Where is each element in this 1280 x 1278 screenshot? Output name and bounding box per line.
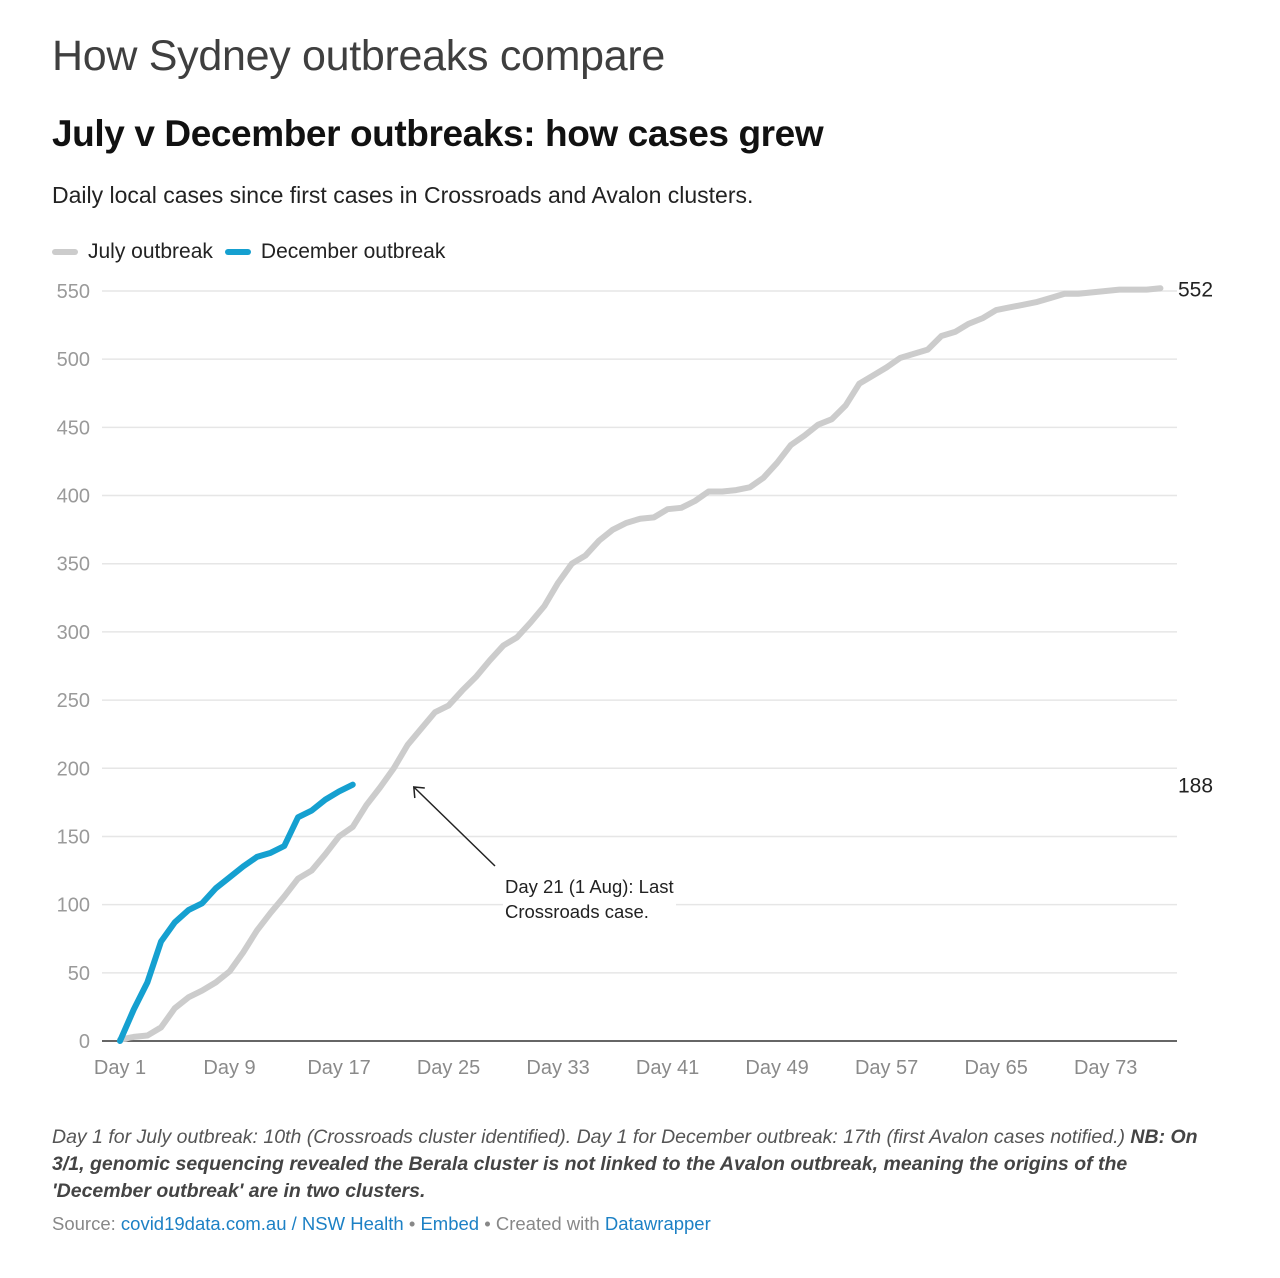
y-tick-label: 450: [57, 417, 90, 439]
legend-label-july: July outbreak: [88, 240, 213, 263]
y-tick-label: 550: [57, 281, 90, 303]
x-axis-ticks: Day 1 Day 9 Day 17 Day 25 Day 33 Day 41 Day 49…: [94, 1057, 1137, 1079]
x-tick-label: Day 73: [1074, 1057, 1137, 1079]
embed-link[interactable]: Embed: [420, 1213, 480, 1234]
legend-swatch-july: [52, 249, 78, 255]
annotation-text: Day 21 (1 Aug): Last Crossroads case.: [503, 874, 676, 924]
annotation-arrow-head: [412, 786, 425, 799]
series-lines: [117, 285, 1164, 1044]
x-tick-label: Day 17: [307, 1057, 370, 1079]
footer-source: Source: covid19data.com.au / NSW Health …: [52, 1213, 711, 1235]
series-line-july: [117, 285, 1164, 1043]
legend: July outbreak December outbreak: [52, 240, 457, 264]
x-tick-label: Day 9: [203, 1057, 255, 1079]
y-tick-label: 400: [57, 486, 90, 508]
annotation-arrow: [412, 786, 496, 867]
y-axis-ticks: 0 50 100 150 200 250 300 350 400 450 500 550: [57, 281, 90, 1053]
notes-italic: Day 1 for July outbreak: 10th (Crossroad…: [52, 1126, 1125, 1148]
x-tick-label: Day 65: [964, 1057, 1027, 1079]
annotation-line-1: Day 21 (1 Aug): Last: [505, 876, 674, 897]
x-tick-label: Day 41: [636, 1057, 699, 1079]
gridlines: [102, 290, 1177, 1042]
header-hed: How Sydney outbreaks compare: [52, 32, 666, 80]
x-tick-label: Day 49: [745, 1057, 808, 1079]
annotation-line-2: Crossroads case.: [505, 901, 649, 922]
end-label-december: 188: [1178, 775, 1213, 798]
series-line-december: [117, 781, 356, 1044]
x-tick-label: Day 1: [94, 1057, 146, 1079]
y-tick-label: 350: [57, 554, 90, 576]
chart-description: Daily local cases since first cases in C…: [52, 182, 754, 208]
footer-separator-1: •: [408, 1213, 416, 1234]
source-link[interactable]: covid19data.com.au / NSW Health: [120, 1213, 404, 1234]
x-tick-label: Day 33: [526, 1057, 589, 1079]
notes-bold: NB: On 3/1, genomic sequencing revealed …: [52, 1126, 1198, 1202]
footer-separator-2: •: [484, 1213, 491, 1234]
y-tick-label: 500: [57, 349, 90, 371]
x-tick-label: Day 25: [417, 1057, 480, 1079]
x-tick-label: Day 57: [855, 1057, 918, 1079]
y-tick-label: 200: [57, 758, 90, 780]
y-tick-label: 0: [79, 1031, 90, 1053]
legend-swatch-december: [224, 249, 251, 255]
created-with-label: Created with: [495, 1213, 600, 1234]
source-label: Source:: [52, 1213, 116, 1234]
legend-label-december: December outbreak: [260, 240, 446, 263]
y-tick-label: 50: [68, 963, 90, 985]
end-label-july: 552: [1178, 278, 1213, 301]
legend-item-december: December outbreak: [224, 240, 446, 264]
chart-notes: Day 1 for July outbreak: 10th (Crossroad…: [52, 1124, 1222, 1205]
annotation-arrow-line: [413, 786, 496, 867]
chart-title: July v December outbreaks: how cases gre…: [52, 113, 824, 154]
y-tick-label: 150: [57, 826, 90, 848]
y-tick-label: 100: [57, 895, 90, 917]
y-tick-label: 250: [57, 690, 90, 712]
datawrapper-link[interactable]: Datawrapper: [604, 1213, 711, 1234]
end-labels: 552 188: [1178, 278, 1213, 797]
y-tick-label: 300: [57, 622, 90, 644]
legend-item-july: July outbreak: [52, 240, 213, 264]
